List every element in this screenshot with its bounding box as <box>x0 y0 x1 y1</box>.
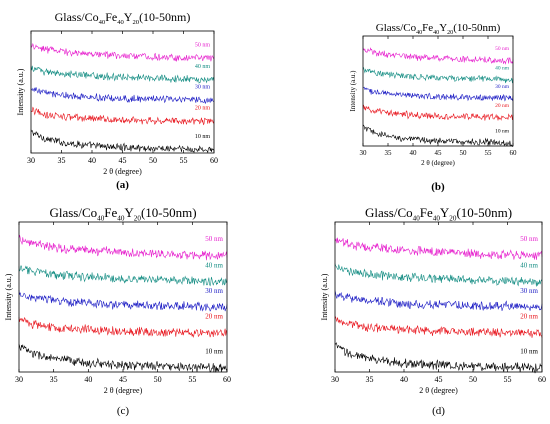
x-tick-label: 60 <box>538 375 546 384</box>
x-tick-label: 35 <box>385 149 393 157</box>
series-label: 20 nm <box>205 313 223 321</box>
x-tick-label: 45 <box>119 375 127 384</box>
series-label: 30 nm <box>205 287 223 295</box>
series-label: 10 nm <box>520 348 538 356</box>
series-label: 20 nm <box>520 313 538 321</box>
x-tick-label: 45 <box>435 149 443 157</box>
plot-frame <box>334 221 543 373</box>
series-line-40-nm <box>30 65 215 84</box>
x-tick-label: 35 <box>58 156 66 165</box>
y-axis-label: Intensity (a.u.) <box>4 273 13 320</box>
panel-a: Glass/Co40Fe40Y20(10-50nm) 10 nm 20 nm 30 n… <box>16 10 218 191</box>
series-label: 50 nm <box>495 46 510 52</box>
series-line-10-nm <box>18 343 228 373</box>
series-line-30-nm <box>362 86 514 102</box>
x-tick-label: 50 <box>149 156 157 165</box>
series-line-30-nm <box>30 87 215 105</box>
y-axis-label: Intensity (a.u.) <box>349 70 357 112</box>
series-label: 30 nm <box>495 84 510 90</box>
x-tick-label: 50 <box>460 149 468 157</box>
x-tick-label: 60 <box>510 149 518 157</box>
x-axis-label: 2 θ (degree) <box>103 167 142 176</box>
series-line-50-nm <box>30 42 215 62</box>
series-line-20-nm <box>30 106 215 126</box>
series-line-40-nm <box>18 265 228 287</box>
plot-frame <box>30 30 215 154</box>
series-line-40-nm <box>334 263 543 287</box>
x-tick-label: 45 <box>435 375 443 384</box>
series-label: 30 nm <box>520 287 538 295</box>
x-tick-label: 30 <box>331 375 339 384</box>
chart-title: Glass/Co40Fe40Y20(10-50nm) <box>49 205 196 222</box>
x-tick-label: 40 <box>84 375 92 384</box>
chart-title: Glass/Co40Fe40Y20(10-50nm) <box>376 22 501 36</box>
x-axis-label: 2 θ (degree) <box>104 386 143 395</box>
series-label: 40 nm <box>495 65 510 71</box>
x-tick-label: 30 <box>27 156 35 165</box>
x-tick-label: 35 <box>366 375 374 384</box>
series-line-20-nm <box>362 104 514 121</box>
x-tick-label: 55 <box>188 375 196 384</box>
x-tick-label: 40 <box>410 149 418 157</box>
series-label: 50 nm <box>195 43 211 49</box>
series-line-10-nm <box>334 342 543 374</box>
series-line-50-nm <box>334 237 543 260</box>
x-tick-label: 30 <box>360 149 368 157</box>
x-axis-label: 2 θ (degree) <box>419 386 458 395</box>
chart-title: Glass/Co40Fe40Y20(10-50nm) <box>55 10 191 26</box>
x-tick-label: 50 <box>469 375 477 384</box>
panel-b: Glass/Co40Fe40Y20(10-50nm) 10 nm 20 nm 30 n… <box>349 22 517 193</box>
series-label: 20 nm <box>495 103 510 109</box>
y-axis-label: Intensity (a.u.) <box>16 68 25 115</box>
series-label: 40 nm <box>205 262 223 270</box>
chart-title: Glass/Co40Fe40Y20(10-50nm) <box>365 205 512 222</box>
panel-label: (c) <box>117 405 130 417</box>
series-label: 10 nm <box>205 348 223 356</box>
x-tick-label: 35 <box>50 375 58 384</box>
x-tick-label: 40 <box>88 156 96 165</box>
series-line-30-nm <box>18 290 228 312</box>
x-tick-label: 50 <box>154 375 162 384</box>
series-label: 40 nm <box>520 262 538 270</box>
panel-label: (d) <box>432 405 445 417</box>
x-tick-label: 60 <box>223 375 231 384</box>
series-label: 10 nm <box>495 128 510 134</box>
series-line-50-nm <box>18 234 228 261</box>
x-tick-label: 55 <box>180 156 188 165</box>
series-label: 40 nm <box>195 64 211 70</box>
panel-label: (b) <box>431 181 445 193</box>
series-line-10-nm <box>30 129 215 154</box>
series-line-20-nm <box>334 316 543 338</box>
y-axis-label: Intensity (a.u.) <box>320 273 329 320</box>
series-line-20-nm <box>18 316 228 339</box>
x-tick-label: 45 <box>119 156 127 165</box>
series-line-40-nm <box>362 67 514 84</box>
series-line-30-nm <box>334 290 543 311</box>
series-label: 50 nm <box>205 235 223 243</box>
panel-label: (a) <box>116 179 129 191</box>
panel-c: Glass/Co40Fe40Y20(10-50nm) 10 nm 20 nm 30 n… <box>4 205 231 417</box>
series-label: 30 nm <box>195 85 211 91</box>
x-tick-label: 40 <box>400 375 408 384</box>
x-tick-label: 60 <box>210 156 218 165</box>
panel-d: Glass/Co40Fe40Y20(10-50nm) 10 nm 20 nm 30 n… <box>320 205 546 417</box>
x-axis-label: 2 θ (degree) <box>421 159 455 167</box>
x-tick-label: 55 <box>504 375 512 384</box>
series-label: 10 nm <box>195 134 211 140</box>
series-label: 50 nm <box>520 235 538 243</box>
series-line-10-nm <box>363 124 514 147</box>
series-label: 20 nm <box>195 106 211 112</box>
series-line-50-nm <box>362 47 514 65</box>
x-tick-label: 30 <box>15 375 23 384</box>
x-tick-label: 55 <box>485 149 493 157</box>
